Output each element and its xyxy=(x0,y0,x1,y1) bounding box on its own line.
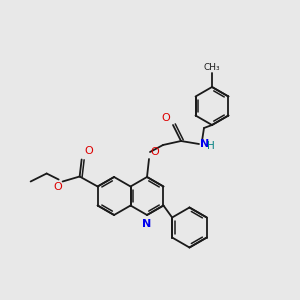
Text: O: O xyxy=(150,147,159,157)
Text: O: O xyxy=(161,113,170,123)
Text: N: N xyxy=(142,219,152,229)
Text: O: O xyxy=(85,146,93,157)
Text: H: H xyxy=(207,141,215,151)
Text: N: N xyxy=(200,139,209,149)
Text: O: O xyxy=(53,182,62,193)
Text: CH₃: CH₃ xyxy=(204,63,220,72)
